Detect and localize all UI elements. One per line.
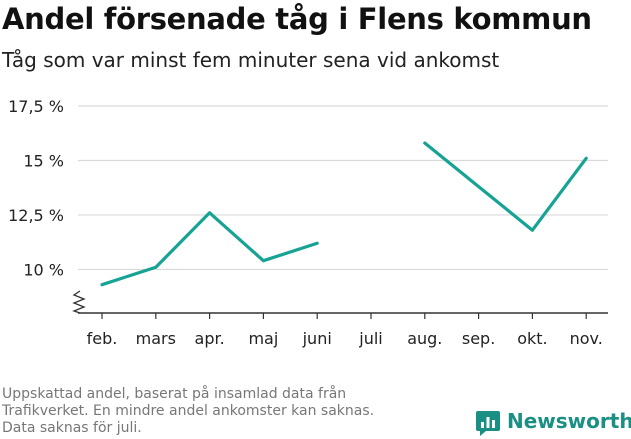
y-tick-label: 15 % <box>23 151 64 170</box>
x-tick-label: maj <box>248 329 278 348</box>
series-line-segment <box>100 211 319 287</box>
x-tick-label: feb. <box>87 329 118 348</box>
footer-line: Data saknas för juli. <box>2 420 142 436</box>
x-tick-label: juli <box>358 329 382 348</box>
y-tick-label: 10 % <box>23 260 64 279</box>
gridlines <box>78 105 608 271</box>
series-line-segment <box>423 141 588 232</box>
chart-title: Andel försenade tåg i Flens kommun <box>2 2 592 36</box>
x-axis <box>72 290 608 314</box>
footer-note: Uppskattad andel, baserat på insamlad da… <box>2 386 442 437</box>
x-tick-label: mars <box>136 329 176 348</box>
x-tick-label: juni <box>302 329 332 348</box>
x-tick-label: apr. <box>195 329 225 348</box>
newsworthy-logo-icon <box>476 411 500 436</box>
x-tick-labels: feb. mars apr. maj juni juli aug. sep. okt. nov. <box>87 313 603 348</box>
x-tick-label: sep. <box>462 329 495 348</box>
x-tick-label: aug. <box>407 329 442 348</box>
y-tick-labels: 10 % 12,5 % 15 % 17,5 % <box>8 97 64 279</box>
x-tick-label: nov. <box>570 329 603 348</box>
brand-name: Newsworthy <box>507 409 631 433</box>
axis-break-mark <box>72 290 86 314</box>
y-tick-label: 12,5 % <box>8 206 64 225</box>
line-chart: 10 % 12,5 % 15 % 17,5 % feb. mars apr. maj juni… <box>8 97 608 348</box>
y-tick-label: 17,5 % <box>8 97 64 116</box>
x-tick-label: okt. <box>517 329 547 348</box>
footer-line: Trafikverket. En mindre andel ankomster … <box>2 403 375 419</box>
footer-line: Uppskattad andel, baserat på insamlad da… <box>2 386 347 402</box>
series-lines <box>100 141 588 287</box>
chart-subtitle: Tåg som var minst fem minuter sena vid a… <box>2 48 500 72</box>
